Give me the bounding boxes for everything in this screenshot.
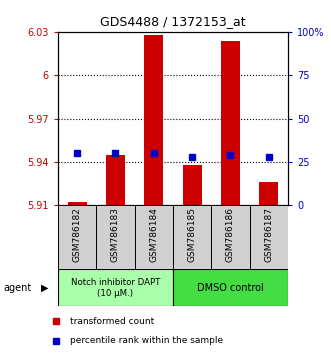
Text: GSM786186: GSM786186 — [226, 207, 235, 262]
Bar — [68, 202, 87, 205]
Text: percentile rank within the sample: percentile rank within the sample — [70, 336, 223, 345]
Title: GDS4488 / 1372153_at: GDS4488 / 1372153_at — [100, 15, 246, 28]
Bar — [211, 205, 250, 269]
Bar — [250, 205, 288, 269]
Text: GSM786185: GSM786185 — [188, 207, 197, 262]
Bar — [144, 35, 164, 205]
Bar — [173, 269, 288, 306]
Text: DMSO control: DMSO control — [197, 282, 264, 293]
Bar — [58, 205, 96, 269]
Bar — [182, 165, 202, 205]
Text: GSM786184: GSM786184 — [149, 207, 158, 262]
Text: transformed count: transformed count — [70, 317, 155, 326]
Text: Notch inhibitor DAPT
(10 μM.): Notch inhibitor DAPT (10 μM.) — [71, 278, 160, 298]
Bar — [96, 205, 135, 269]
Text: GSM786187: GSM786187 — [264, 207, 273, 262]
Text: agent: agent — [3, 282, 31, 293]
Bar — [58, 269, 173, 306]
Bar — [106, 155, 125, 205]
Text: ▶: ▶ — [41, 282, 48, 293]
Bar — [259, 182, 278, 205]
Text: GSM786182: GSM786182 — [72, 207, 82, 262]
Bar — [173, 205, 211, 269]
Text: GSM786183: GSM786183 — [111, 207, 120, 262]
Bar — [221, 41, 240, 205]
Bar — [135, 205, 173, 269]
